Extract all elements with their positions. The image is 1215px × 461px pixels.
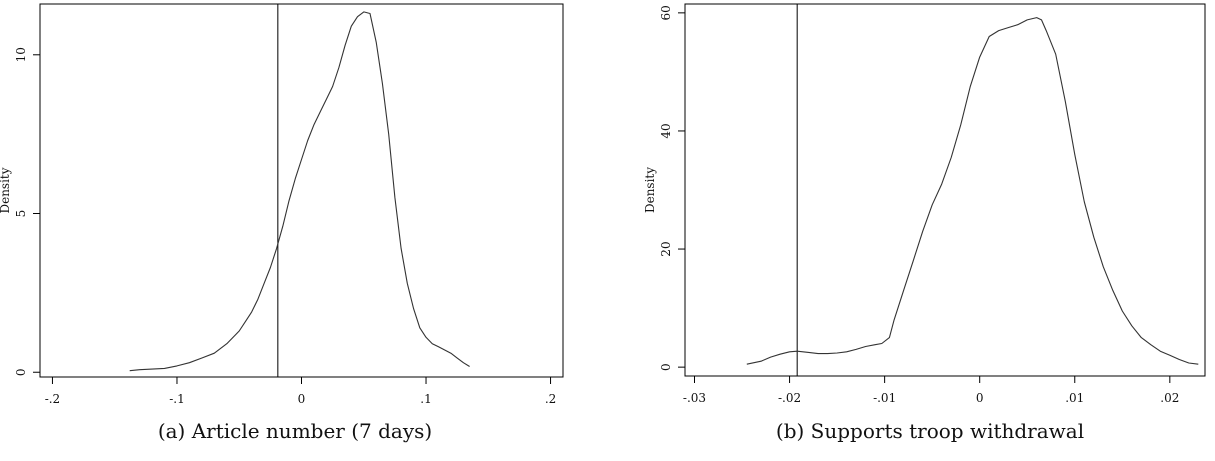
density-chart-a: -.2 -.1 0 .1 .2 0 5 10 Density bbox=[0, 3, 564, 406]
y-tick-label-a-2: 10 bbox=[14, 47, 28, 62]
x-tick-label-b-3: 0 bbox=[976, 391, 984, 405]
plot-frame-a bbox=[39, 3, 564, 378]
x-tick-label-b-2: -.01 bbox=[873, 391, 896, 405]
x-tick-label-a-3: .1 bbox=[420, 392, 431, 406]
x-tick-label-a-4: .2 bbox=[545, 392, 556, 406]
x-tick-label-a-0: -.2 bbox=[45, 392, 61, 406]
x-tick-label-a-1: -.1 bbox=[169, 392, 185, 406]
density-curve-b-0 bbox=[746, 17, 1199, 365]
y-tick-label-a-1: 5 bbox=[14, 210, 28, 218]
y-tick-label-b-1: 20 bbox=[659, 241, 673, 256]
x-tick-label-b-4: .01 bbox=[1065, 391, 1084, 405]
y-tick-label-b-3: 60 bbox=[659, 5, 673, 20]
chart-panel-a: -.2 -.1 0 .1 .2 0 5 10 Density (a) Article numbe… bbox=[0, 0, 600, 461]
density-curve-a-0 bbox=[129, 11, 470, 372]
chart-caption-a: (a) Article number (7 days) bbox=[157, 419, 433, 443]
x-tick-label-b-5: .02 bbox=[1160, 391, 1179, 405]
plot-frame-b bbox=[684, 3, 1206, 377]
y-tick-label-b-2: 40 bbox=[659, 123, 673, 138]
x-tick-label-b-0: -.03 bbox=[683, 391, 706, 405]
y-tick-label-b-0: 0 bbox=[659, 363, 673, 371]
y-axis-label-b: Density bbox=[643, 167, 657, 213]
chart-caption-b: (b) Supports troop withdrawal bbox=[775, 419, 1085, 443]
y-axis-label-a: Density bbox=[0, 167, 12, 213]
y-tick-label-a-0: 0 bbox=[14, 368, 28, 376]
chart-panel-b: -.03 -.02 -.01 0 .01 .02 0 20 40 60 Density (b) Su… bbox=[615, 0, 1215, 461]
density-chart-b: -.03 -.02 -.01 0 .01 .02 0 20 40 60 Density bbox=[643, 3, 1206, 405]
x-tick-label-a-2: 0 bbox=[298, 392, 306, 406]
x-tick-label-b-1: -.02 bbox=[778, 391, 801, 405]
